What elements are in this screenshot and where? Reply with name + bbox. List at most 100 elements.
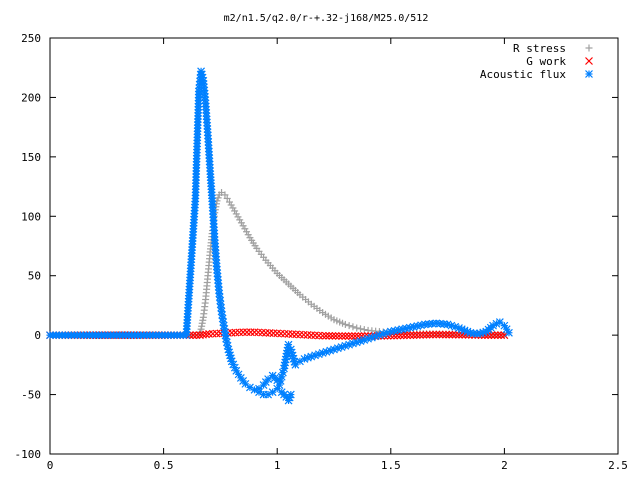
data-point <box>254 328 263 337</box>
data-point <box>311 331 319 340</box>
data-point <box>232 210 240 218</box>
legend-label: G work <box>526 55 566 68</box>
data-point <box>189 331 198 340</box>
data-point <box>344 332 353 341</box>
legend-marker <box>585 57 593 65</box>
y-tick-label: 100 <box>21 210 41 223</box>
data-point <box>273 329 282 338</box>
data-point <box>246 328 255 337</box>
data-point <box>328 331 337 340</box>
legend-marker <box>585 70 593 78</box>
data-point <box>212 329 221 338</box>
data-point <box>435 330 444 339</box>
data-point <box>349 323 357 331</box>
x-tick-label: 1.5 <box>381 459 401 472</box>
data-point <box>241 225 249 233</box>
data-point <box>280 329 289 338</box>
data-point <box>268 388 277 397</box>
chart-title: m2/n1.5/q2.0/r-+.32-j168/M25.0/512 <box>224 13 429 24</box>
data-point <box>239 328 248 337</box>
data-point <box>231 328 240 337</box>
data-point <box>416 331 424 339</box>
data-point <box>409 331 418 340</box>
data-point <box>239 222 247 230</box>
data-point <box>214 194 222 202</box>
data-point <box>208 329 217 338</box>
data-point <box>288 330 297 339</box>
data-point <box>303 331 312 339</box>
data-point <box>250 328 259 337</box>
data-point <box>295 330 304 339</box>
y-tick-label: 250 <box>21 32 41 45</box>
data-point <box>265 329 274 337</box>
data-point <box>347 332 356 341</box>
data-point <box>273 384 282 393</box>
data-point <box>241 379 250 388</box>
axes: 0 0.5 1 1.5 2 2.5 -100 -50 0 50 100 150 200 250 <box>15 32 628 472</box>
data-point <box>202 330 210 339</box>
data-point <box>341 332 350 341</box>
data-point <box>307 331 316 340</box>
plot-frame <box>49 37 619 455</box>
data-point <box>244 231 252 239</box>
data-point <box>429 330 437 339</box>
data-point <box>406 331 415 340</box>
data-point <box>236 216 244 224</box>
data-point <box>269 329 278 338</box>
data-point <box>232 366 241 375</box>
data-marks <box>46 67 513 405</box>
data-point <box>292 330 301 339</box>
data-point <box>403 331 411 340</box>
data-point <box>341 320 349 328</box>
legend-marker <box>585 44 593 52</box>
data-point <box>261 328 270 337</box>
data-point <box>318 331 327 340</box>
legend-label: Acoustic flux <box>480 68 566 81</box>
data-point <box>432 330 441 339</box>
x-tick-label: 2.5 <box>608 459 628 472</box>
series-r-stress <box>46 189 508 339</box>
data-point <box>493 331 502 340</box>
x-tick-label: 0 <box>47 459 54 472</box>
data-point <box>221 191 229 199</box>
data-point <box>334 332 343 340</box>
data-point <box>321 331 330 340</box>
data-point <box>325 331 334 340</box>
data-point <box>243 228 251 236</box>
data-point <box>229 204 237 212</box>
data-point <box>448 330 457 339</box>
y-tick-label: -100 <box>15 448 42 461</box>
x-tick-label: 1 <box>274 459 281 472</box>
data-point <box>284 330 293 338</box>
data-point <box>299 330 308 339</box>
data-point <box>225 198 233 206</box>
data-point <box>242 328 251 337</box>
data-point <box>277 329 285 338</box>
x-tick-label: 0.5 <box>154 459 174 472</box>
data-point <box>286 390 295 399</box>
data-point <box>338 332 347 340</box>
series-acoustic-flux-lower-branch- <box>255 384 295 405</box>
data-point <box>353 324 361 332</box>
y-tick-label: 0 <box>34 329 41 342</box>
data-point <box>264 375 273 384</box>
data-point <box>412 331 421 339</box>
data-point <box>237 219 245 227</box>
data-point <box>445 330 454 339</box>
data-point <box>438 330 447 339</box>
data-point <box>422 330 431 339</box>
x-tick-label: 2 <box>501 459 508 472</box>
data-point <box>425 330 434 339</box>
data-point <box>331 332 340 340</box>
data-point <box>490 331 499 340</box>
series-acoustic-flux <box>46 67 513 394</box>
data-point <box>314 331 323 340</box>
y-tick-label: -50 <box>21 389 41 402</box>
data-point <box>291 360 300 369</box>
data-point <box>235 328 244 337</box>
data-point <box>419 330 428 339</box>
data-point <box>357 325 365 333</box>
y-tick-label: 50 <box>28 270 41 283</box>
